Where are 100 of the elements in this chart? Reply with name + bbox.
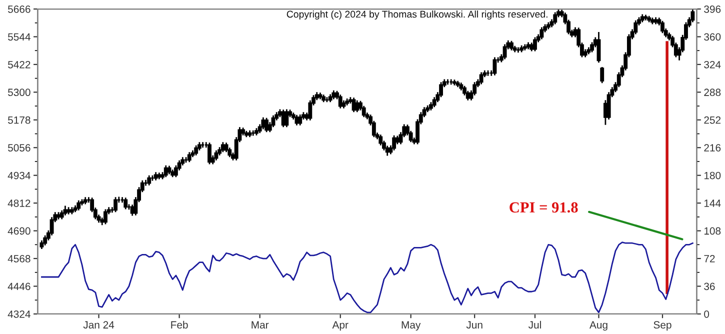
candlestick	[486, 70, 490, 77]
candlestick	[164, 164, 168, 178]
candlestick	[345, 98, 350, 106]
candlestick	[218, 146, 222, 156]
y-tick-label: 4568	[8, 255, 30, 262]
candlestick	[157, 172, 162, 180]
x-tick-label: Jul	[528, 320, 541, 329]
candlestick	[553, 12, 558, 25]
candlestick	[251, 130, 256, 137]
candlestick	[456, 80, 460, 88]
candlestick	[180, 156, 185, 166]
candlestick	[459, 82, 464, 92]
candlestick	[362, 105, 366, 118]
candlestick	[194, 144, 198, 156]
y2-tick-label: 252	[704, 116, 721, 124]
candlestick	[533, 36, 537, 52]
candlestick	[40, 240, 44, 250]
candlestick	[190, 150, 195, 158]
candlestick	[150, 174, 154, 182]
x-tick-label: Feb	[171, 320, 188, 329]
candlestick	[650, 16, 654, 25]
y2-tick-label: 72	[704, 255, 715, 262]
candlestick	[449, 78, 454, 86]
y-tick-label: 5666	[8, 6, 30, 13]
y-tick-label: 4812	[8, 200, 30, 207]
candlestick	[526, 42, 530, 50]
candlestick	[600, 66, 604, 84]
candlestick	[647, 15, 652, 23]
candlestick	[220, 141, 225, 153]
y2-tick-label: 0	[704, 310, 710, 318]
candlestick	[147, 174, 152, 186]
candlestick	[338, 94, 342, 110]
candlestick	[228, 146, 232, 158]
y2-tick-label: 288	[704, 88, 721, 96]
candlestick	[284, 108, 289, 128]
candlestick	[522, 44, 527, 52]
y2-tick-label: 108	[704, 227, 721, 235]
candlestick	[43, 234, 48, 246]
candlestick	[654, 16, 658, 25]
y2-tick-label: 324	[704, 60, 721, 68]
candlestick	[634, 20, 638, 35]
line-series	[41, 242, 694, 314]
x-tick-label: Aug	[590, 321, 608, 331]
candlestick	[76, 200, 81, 212]
y-tick-label: 4934	[8, 172, 30, 180]
annotation: CPI = 91.8	[510, 202, 578, 213]
candlestick	[224, 142, 228, 153]
candlestick	[184, 156, 188, 164]
candlestick	[439, 81, 444, 98]
candlestick	[502, 44, 507, 60]
y-tick-label: 4324	[8, 310, 30, 318]
candlestick	[66, 206, 71, 216]
candlestick	[200, 141, 205, 148]
candlestick	[56, 211, 60, 220]
y-tick-label: 5422	[8, 60, 30, 68]
y2-tick-label: 396	[704, 6, 721, 13]
candlestick	[640, 14, 644, 23]
y2-tick-label: 144	[704, 200, 721, 207]
candlestick	[446, 78, 450, 86]
candlestick	[472, 81, 477, 96]
x-tick-label: Jun	[466, 321, 482, 329]
candlestick	[80, 198, 84, 206]
y-tick-label: 4690	[8, 227, 30, 235]
candlestick	[254, 127, 258, 136]
candlestick	[73, 204, 78, 213]
candlestick	[462, 85, 466, 96]
candlestick	[170, 168, 175, 178]
candlestick	[520, 44, 524, 53]
y-tick-label: 4446	[8, 282, 30, 290]
candlestick	[479, 71, 484, 85]
candlestick	[690, 9, 695, 23]
candlestick	[432, 96, 436, 108]
y-tick-label: 5056	[8, 144, 30, 152]
y2-tick-label: 360	[704, 33, 721, 41]
y-tick-label: 5178	[8, 116, 30, 124]
candlestick	[426, 104, 430, 113]
candlestick	[318, 92, 322, 100]
candlestick	[154, 171, 158, 182]
y-tick-label: 5544	[8, 33, 30, 41]
x-tick-label: Mar	[252, 321, 269, 329]
candlestick	[378, 134, 383, 146]
annotation: Copyright (c) 2024 by Thomas Bulkowski. All rights reserved.	[286, 10, 548, 20]
candlestick	[392, 134, 396, 152]
candlestick	[332, 90, 336, 100]
candlestick	[324, 96, 329, 103]
candlestick	[187, 151, 192, 163]
candlestick	[60, 210, 64, 220]
candlestick	[660, 20, 664, 34]
candlestick	[244, 130, 248, 138]
x-tick-label: May	[402, 321, 421, 331]
candlestick	[83, 196, 88, 205]
candlestick	[197, 141, 202, 152]
candlestick	[114, 196, 118, 213]
candlestick	[510, 40, 514, 52]
candlestick	[298, 114, 302, 126]
candlestick	[174, 164, 178, 178]
candlestick	[104, 208, 108, 225]
y2-tick-label: 36	[704, 282, 715, 290]
candlestick	[644, 14, 648, 22]
candlestick	[322, 94, 326, 103]
